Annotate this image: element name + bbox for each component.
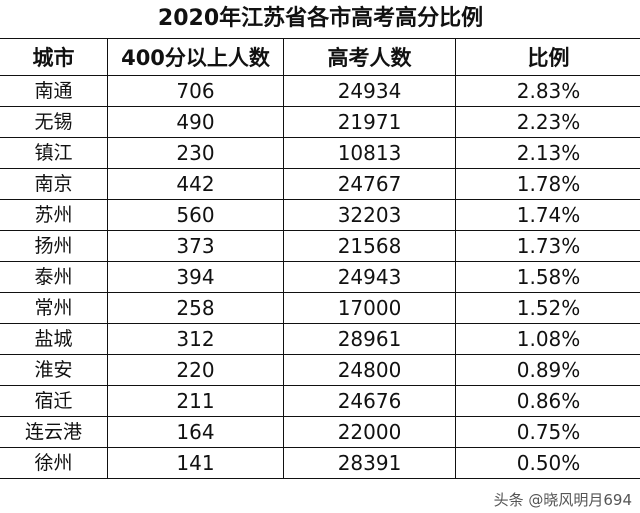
cell-total: 24767 (283, 168, 456, 200)
cell-total: 10813 (283, 137, 456, 169)
table-row: 常州 258 17000 1.52% (0, 292, 640, 324)
cell-over-400: 164 (107, 416, 284, 448)
cell-over-400: 706 (107, 75, 284, 107)
table-row: 南京 442 24767 1.78% (0, 168, 640, 200)
header-row: 城市 400分以上人数 高考人数 比例 (0, 38, 640, 76)
cell-ratio: 2.83% (454, 75, 640, 107)
table-row: 南通 706 24934 2.83% (0, 75, 640, 107)
cell-city: 盐城 (0, 323, 108, 355)
cell-city: 南通 (0, 75, 108, 107)
cell-total: 17000 (283, 292, 456, 324)
cell-ratio: 0.89% (454, 354, 640, 386)
cell-city: 徐州 (0, 447, 108, 479)
cell-city: 南京 (0, 168, 108, 200)
cell-total: 24943 (283, 261, 456, 293)
watermark: 头条 @晓风明月694 (493, 491, 632, 509)
cell-ratio: 1.08% (454, 323, 640, 355)
cell-city: 泰州 (0, 261, 108, 293)
table-row: 苏州 560 32203 1.74% (0, 199, 640, 231)
ratio-table: 2020年江苏省各市高考高分比例 城市 400分以上人数 高考人数 比例 南通 7… (0, 0, 640, 479)
header-city: 城市 (0, 38, 108, 76)
cell-ratio: 0.50% (454, 447, 640, 479)
table-row: 徐州 141 28391 0.50% (0, 447, 640, 479)
cell-city: 苏州 (0, 199, 108, 231)
header-over-400: 400分以上人数 (107, 38, 284, 76)
cell-total: 28391 (283, 447, 456, 479)
cell-total: 22000 (283, 416, 456, 448)
cell-over-400: 220 (107, 354, 284, 386)
cell-total: 32203 (283, 199, 456, 231)
cell-total: 24800 (283, 354, 456, 386)
cell-over-400: 490 (107, 106, 284, 138)
table-row: 宿迁 211 24676 0.86% (0, 385, 640, 417)
table-row: 泰州 394 24943 1.58% (0, 261, 640, 293)
cell-over-400: 211 (107, 385, 284, 417)
cell-total: 21971 (283, 106, 456, 138)
table-row: 淮安 220 24800 0.89% (0, 354, 640, 386)
cell-city: 连云港 (0, 416, 108, 448)
table-row: 盐城 312 28961 1.08% (0, 323, 640, 355)
cell-ratio: 1.73% (454, 230, 640, 262)
table-row: 镇江 230 10813 2.13% (0, 137, 640, 169)
header-ratio: 比例 (454, 38, 640, 76)
cell-over-400: 373 (107, 230, 284, 262)
cell-over-400: 230 (107, 137, 284, 169)
cell-ratio: 1.74% (454, 199, 640, 231)
table-row: 扬州 373 21568 1.73% (0, 230, 640, 262)
cell-over-400: 312 (107, 323, 284, 355)
cell-ratio: 0.75% (454, 416, 640, 448)
cell-over-400: 258 (107, 292, 284, 324)
cell-ratio: 1.58% (454, 261, 640, 293)
cell-city: 扬州 (0, 230, 108, 262)
cell-total: 21568 (283, 230, 456, 262)
cell-ratio: 1.78% (454, 168, 640, 200)
cell-over-400: 394 (107, 261, 284, 293)
cell-total: 24934 (283, 75, 456, 107)
cell-ratio: 1.52% (454, 292, 640, 324)
cell-over-400: 442 (107, 168, 284, 200)
table-row: 无锡 490 21971 2.23% (0, 106, 640, 138)
table-row: 连云港 164 22000 0.75% (0, 416, 640, 448)
cell-city: 淮安 (0, 354, 108, 386)
cell-city: 常州 (0, 292, 108, 324)
header-total: 高考人数 (283, 38, 456, 76)
cell-total: 28961 (283, 323, 456, 355)
cell-ratio: 2.13% (454, 137, 640, 169)
cell-city: 镇江 (0, 137, 108, 169)
cell-total: 24676 (283, 385, 456, 417)
cell-city: 宿迁 (0, 385, 108, 417)
cell-ratio: 2.23% (454, 106, 640, 138)
cell-over-400: 141 (107, 447, 284, 479)
cell-ratio: 0.86% (454, 385, 640, 417)
cell-city: 无锡 (0, 106, 108, 138)
cell-over-400: 560 (107, 199, 284, 231)
table-title: 2020年江苏省各市高考高分比例 (0, 0, 640, 39)
